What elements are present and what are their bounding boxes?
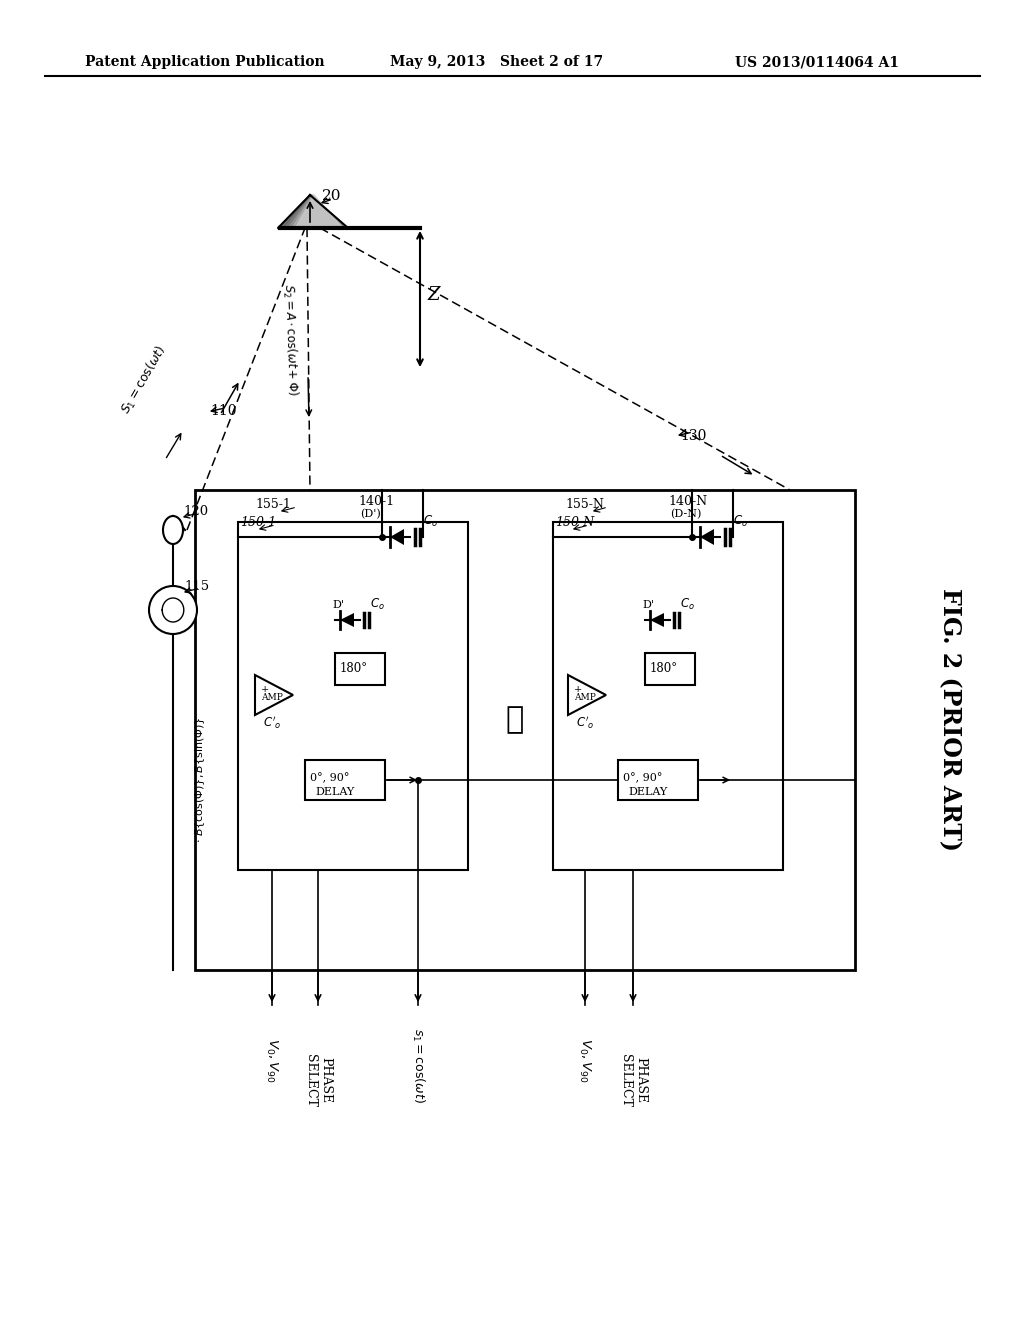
Polygon shape xyxy=(292,195,343,228)
Text: $C_o$: $C_o$ xyxy=(733,513,748,529)
Text: 120: 120 xyxy=(183,506,208,517)
Text: $C'_o$: $C'_o$ xyxy=(575,714,595,731)
Text: $C_o$: $C_o$ xyxy=(423,513,438,529)
Text: 140-1: 140-1 xyxy=(358,495,394,508)
Text: DELAY: DELAY xyxy=(315,787,354,797)
Text: (D-N): (D-N) xyxy=(670,508,701,519)
Text: $\cdot$ $B\{\cos(\Phi)\}, B\{\sin(\Phi)\}$: $\cdot$ $B\{\cos(\Phi)\}, B\{\sin(\Phi)\… xyxy=(194,717,207,843)
Text: $S_1 = \cos(\omega t)$: $S_1 = \cos(\omega t)$ xyxy=(118,343,170,417)
Polygon shape xyxy=(296,195,342,228)
Polygon shape xyxy=(700,529,714,545)
Bar xyxy=(553,521,783,870)
Text: 0°, 90°: 0°, 90° xyxy=(623,772,663,783)
Text: US 2013/0114064 A1: US 2013/0114064 A1 xyxy=(735,55,899,69)
Text: $C'_o$: $C'_o$ xyxy=(263,714,282,731)
Text: +: + xyxy=(261,685,269,694)
Text: DELAY: DELAY xyxy=(628,787,668,797)
Text: $s_1 = \cos(\omega t)$: $s_1 = \cos(\omega t)$ xyxy=(410,1027,426,1102)
Text: AMP: AMP xyxy=(261,693,283,702)
Polygon shape xyxy=(285,195,346,228)
Text: Patent Application Publication: Patent Application Publication xyxy=(85,55,325,69)
Text: +: + xyxy=(574,685,583,694)
Text: 180°: 180° xyxy=(650,663,678,676)
Polygon shape xyxy=(278,195,348,228)
Text: ⋯: ⋯ xyxy=(506,705,524,735)
Polygon shape xyxy=(289,195,344,228)
Text: AMP: AMP xyxy=(574,693,596,702)
Text: 150-1: 150-1 xyxy=(240,516,276,529)
Text: 130: 130 xyxy=(680,429,707,444)
Text: D': D' xyxy=(332,601,344,610)
Text: 150-N: 150-N xyxy=(555,516,594,529)
Polygon shape xyxy=(282,195,347,228)
Bar xyxy=(238,521,468,870)
Text: FIG. 2 (PRIOR ART): FIG. 2 (PRIOR ART) xyxy=(938,589,962,851)
Circle shape xyxy=(150,586,197,634)
Text: 180°: 180° xyxy=(340,663,368,676)
Text: $S_2 = A \cdot \cos(\omega t + \Phi)$: $S_2 = A \cdot \cos(\omega t + \Phi)$ xyxy=(280,284,300,396)
Polygon shape xyxy=(255,675,293,715)
Text: D': D' xyxy=(642,601,654,610)
Polygon shape xyxy=(340,612,354,627)
Text: 20: 20 xyxy=(322,189,341,203)
Text: (D'): (D') xyxy=(360,508,381,519)
Polygon shape xyxy=(390,529,404,545)
Text: Z: Z xyxy=(427,286,439,304)
Bar xyxy=(335,653,385,685)
Text: 155-N: 155-N xyxy=(565,498,604,511)
Text: May 9, 2013   Sheet 2 of 17: May 9, 2013 Sheet 2 of 17 xyxy=(390,55,603,69)
Ellipse shape xyxy=(163,516,183,544)
Text: $V_0, V_{90}$: $V_0, V_{90}$ xyxy=(578,1038,593,1082)
Text: PHASE
SELECT: PHASE SELECT xyxy=(618,1053,647,1106)
Bar xyxy=(618,760,698,800)
Bar xyxy=(645,653,695,685)
Text: 140-N: 140-N xyxy=(668,495,708,508)
Text: 115: 115 xyxy=(184,579,209,593)
Polygon shape xyxy=(650,612,664,627)
Polygon shape xyxy=(568,675,606,715)
Bar xyxy=(195,490,855,970)
Text: 155-1: 155-1 xyxy=(255,498,291,511)
Text: $V_0, V_{90}$: $V_0, V_{90}$ xyxy=(264,1038,280,1082)
Text: $C_o$: $C_o$ xyxy=(680,597,695,612)
Text: 0°, 90°: 0°, 90° xyxy=(310,772,349,783)
Text: PHASE
SELECT: PHASE SELECT xyxy=(304,1053,332,1106)
Text: $C_o$: $C_o$ xyxy=(370,597,385,612)
Bar xyxy=(305,760,385,800)
Text: 110: 110 xyxy=(210,404,237,418)
